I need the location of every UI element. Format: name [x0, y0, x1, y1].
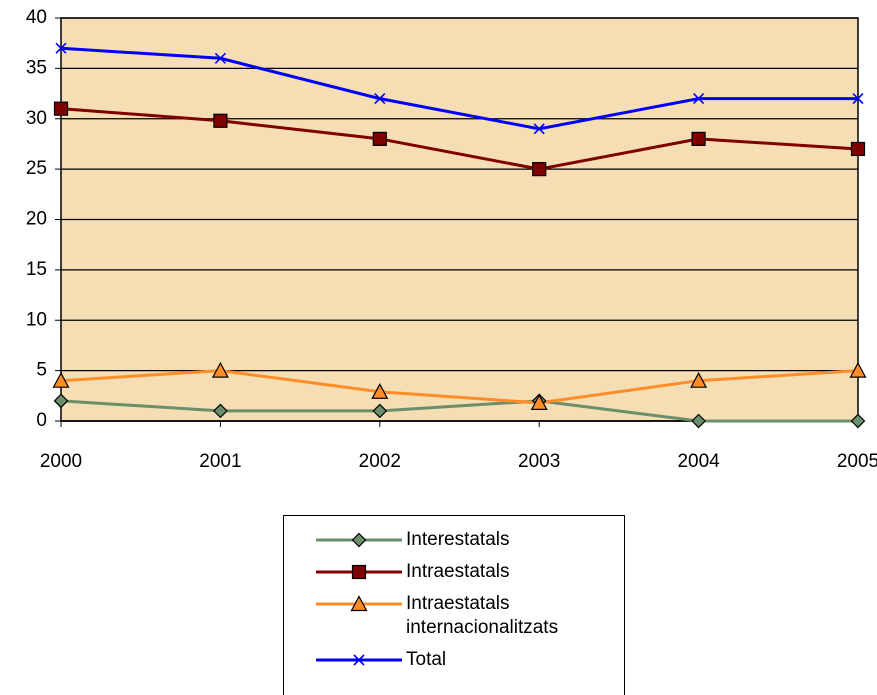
marker [690, 371, 708, 388]
marker [852, 93, 864, 105]
y-tick-label: 40 [26, 7, 47, 28]
marker [53, 393, 69, 409]
marker [849, 361, 867, 378]
marker [372, 131, 387, 146]
y-tick-label: 20 [26, 209, 47, 230]
y-tick-label: 35 [26, 57, 47, 78]
legend-entry: Total [312, 648, 624, 672]
x-tick-label: 2002 [359, 451, 401, 472]
series-line [60, 107, 859, 171]
marker [371, 383, 389, 399]
marker [374, 93, 386, 105]
marker [850, 141, 866, 157]
series-line [60, 369, 859, 405]
x-tick-label: 2005 [837, 451, 877, 472]
legend-entry: Interestatals [312, 528, 624, 552]
y-tick-label: 10 [26, 309, 47, 330]
marker [214, 52, 226, 64]
marker [850, 413, 866, 429]
marker [351, 532, 367, 548]
marker [693, 93, 705, 105]
marker [213, 113, 228, 128]
marker [530, 394, 548, 410]
y-tick-label: 15 [26, 259, 47, 280]
marker [55, 42, 67, 54]
marker [211, 361, 229, 378]
x-tick-label: 2004 [677, 451, 720, 472]
legend-label: Interestatals [406, 529, 510, 550]
y-tick-label: 0 [36, 410, 47, 431]
legend-entry: Intraestatals internacionalitzats [312, 592, 624, 640]
marker [350, 595, 368, 612]
x-tick-label: 2001 [199, 451, 241, 472]
legend-label: Total [406, 649, 447, 670]
y-tick-label: 30 [26, 108, 47, 129]
legend: Interestatals Intraestatals Intraestatals … [283, 515, 625, 695]
marker [372, 403, 388, 419]
marker [533, 123, 545, 135]
legend-swatch [316, 564, 402, 580]
marker [353, 654, 365, 666]
chart: 0 5 10 15 20 25 30 35 40 2000 2001 2002 2003 2004 2005 [26, 7, 877, 472]
marker [532, 162, 547, 177]
marker [351, 564, 367, 580]
series-line [60, 46, 858, 131]
marker [691, 413, 706, 429]
y-tick-label: 25 [26, 158, 47, 179]
legend-swatch [316, 595, 402, 612]
marker [691, 131, 706, 146]
x-tick-label: 2000 [40, 451, 82, 472]
marker [52, 371, 70, 388]
legend-swatch [316, 654, 402, 666]
legend-label: Intraestatals internacionalitzats [406, 593, 559, 638]
series-line [60, 399, 858, 423]
x-tick-label: 2003 [518, 451, 560, 472]
legend-label: Intraestatals [406, 561, 510, 582]
legend-swatch [316, 532, 402, 548]
y-tick-label: 5 [36, 360, 47, 381]
marker [213, 403, 228, 419]
marker [53, 101, 69, 116]
legend-entry: Intraestatals [312, 560, 624, 584]
